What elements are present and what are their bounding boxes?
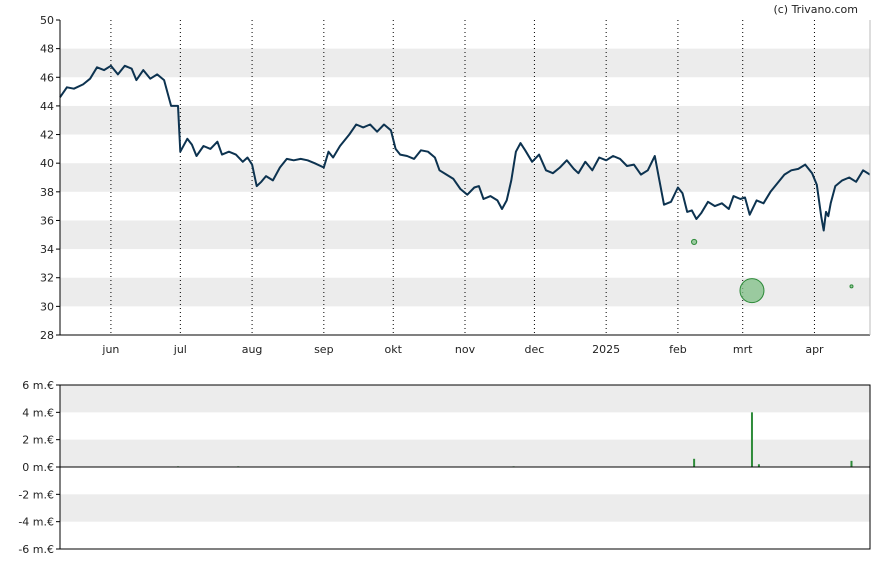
price-line <box>59 64 871 232</box>
volume-band <box>60 439 870 467</box>
volume-y-tick-label: 2 m.€ <box>22 434 54 447</box>
x-tick-label: dec <box>525 343 545 356</box>
price-x-tick-labels: jun jul aug sep okt nov dec 2025 feb mrt apr <box>101 343 824 356</box>
volume-bar <box>693 458 696 467</box>
price-y-tick-labels: 28 30 32 34 36 38 40 42 44 46 48 50 <box>40 14 54 342</box>
volume-band <box>60 494 870 522</box>
y-tick-label: 36 <box>40 214 54 227</box>
y-tick-label: 48 <box>40 43 54 56</box>
volume-y-tick-label: 6 m.€ <box>22 379 54 392</box>
y-tick-label: 46 <box>40 71 54 84</box>
price-month-gridlines <box>110 20 815 335</box>
y-tick-label: 32 <box>40 272 54 285</box>
credit-text: (c) Trivano.com <box>773 3 858 16</box>
volume-y-tick-label: 0 m.€ <box>22 461 54 474</box>
volume-y-tick-label: -6 m.€ <box>18 543 54 556</box>
y-tick-label: 34 <box>40 243 54 256</box>
y-tick-label: 38 <box>40 186 54 199</box>
y-tick-label: 30 <box>40 300 54 313</box>
x-tick-label: okt <box>385 343 403 356</box>
volume-y-tick-labels: 6 m.€ 4 m.€ 2 m.€ 0 m.€ -2 m.€ -4 m.€ -6 m.€ <box>18 379 54 556</box>
y-tick-label: 50 <box>40 14 54 27</box>
x-tick-label: nov <box>455 343 476 356</box>
price-line-layer <box>59 64 871 232</box>
y-tick-label: 28 <box>40 329 54 342</box>
x-tick-label: aug <box>242 343 263 356</box>
x-tick-label: mrt <box>733 343 753 356</box>
volume-grid-bands <box>60 385 870 522</box>
volume-y-tick-label: -4 m.€ <box>18 516 54 529</box>
price-axes <box>56 19 871 336</box>
volume-bar <box>850 460 853 467</box>
y-tick-label: 42 <box>40 129 54 142</box>
insider-trade-marker <box>849 284 854 289</box>
x-tick-label: 2025 <box>592 343 620 356</box>
volume-bar <box>757 464 760 467</box>
volume-y-tick-label: -2 m.€ <box>18 488 54 501</box>
volume-y-tick-label: 4 m.€ <box>22 406 54 419</box>
x-tick-label: jul <box>173 343 187 356</box>
y-tick-label: 40 <box>40 157 54 170</box>
volume-band <box>60 385 870 413</box>
insider-markers-layer <box>691 238 854 304</box>
y-tick-label: 44 <box>40 100 54 113</box>
volume-bar <box>750 412 753 467</box>
volume-axes <box>56 384 871 550</box>
x-tick-label: apr <box>805 343 824 356</box>
x-tick-label: jun <box>101 343 119 356</box>
price-grid-bands <box>60 48 870 307</box>
insider-trade-marker <box>739 278 765 304</box>
price-band <box>60 163 870 192</box>
x-tick-label: sep <box>314 343 333 356</box>
insider-trade-marker <box>691 238 698 246</box>
x-tick-label: feb <box>669 343 687 356</box>
